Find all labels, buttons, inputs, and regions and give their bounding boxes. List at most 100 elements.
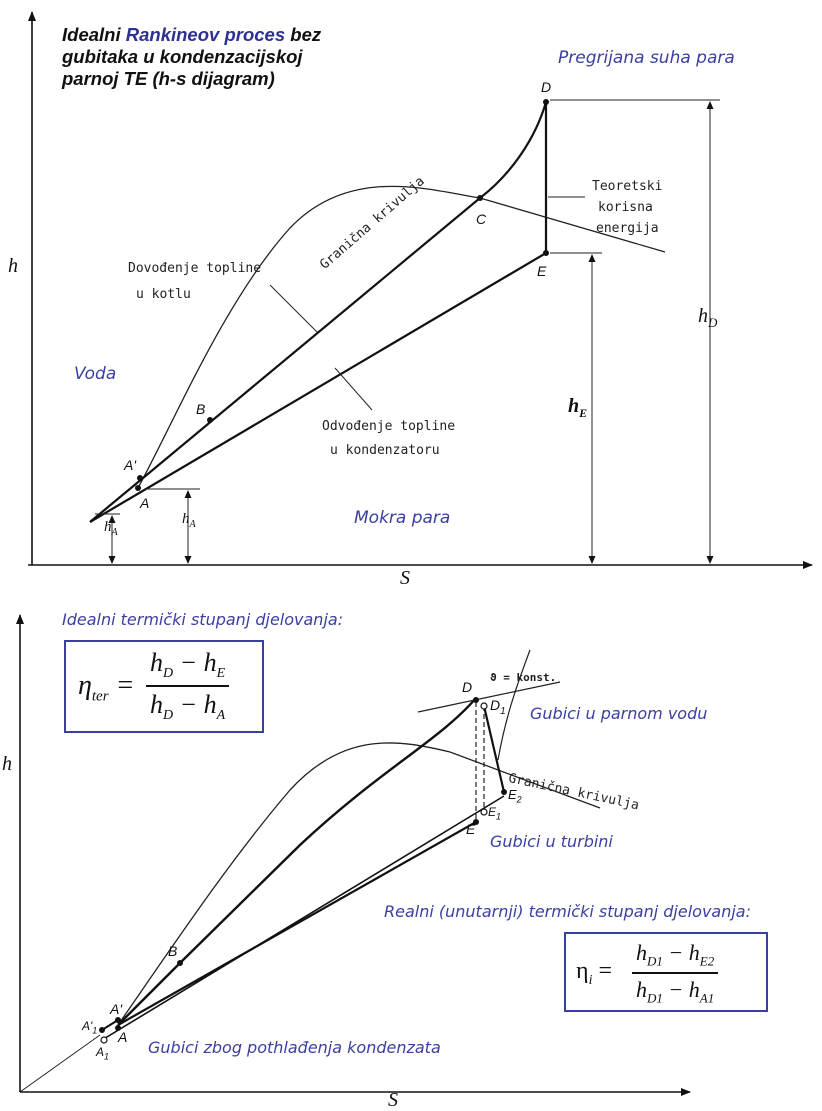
hA2-main: h bbox=[104, 519, 112, 535]
top-leader-odvodenje bbox=[334, 367, 373, 411]
top-saturation-curve bbox=[137, 185, 666, 489]
E1-main: E bbox=[488, 805, 497, 819]
top-label-E: E bbox=[537, 263, 547, 279]
bottom-expansion-real bbox=[482, 705, 506, 793]
A1b-sub: 1 bbox=[104, 1051, 110, 1062]
bottom-label-A1b: A1 bbox=[96, 1046, 109, 1061]
top-label-A: A bbox=[140, 495, 150, 511]
real-formula-box: ηi = hD1 − hE2 hD1 − hA1 bbox=[564, 932, 768, 1012]
bottom-point-A1b bbox=[100, 1036, 108, 1044]
ideal-caption: Idealni termički stupanj djelovanja: bbox=[62, 610, 344, 629]
real-den: hD1 − hA1 bbox=[636, 977, 715, 1006]
bottom-point-D1 bbox=[480, 702, 488, 710]
top-label-teoretski-3: energija bbox=[596, 221, 659, 236]
real-num-a: h bbox=[636, 940, 647, 965]
label-pregrijana: Pregrijana suha para bbox=[558, 48, 735, 68]
title-word-bez: bez bbox=[290, 24, 322, 45]
top-label-B: B bbox=[196, 401, 206, 417]
real-formula-frac: hD1 − hE2 hD1 − hA1 bbox=[632, 940, 719, 1007]
bottom-axis-s-label: S bbox=[388, 1089, 398, 1111]
hD-main: h bbox=[698, 305, 708, 327]
label-voda: Voda bbox=[74, 364, 117, 384]
bottom-label-E2: E2 bbox=[508, 788, 522, 805]
bottom-isotherm-line bbox=[497, 649, 531, 761]
label-mokra-para: Mokra para bbox=[354, 508, 451, 528]
top-diagram bbox=[28, 11, 813, 569]
real-den-b: h bbox=[688, 977, 700, 1003]
bottom-point-A1s bbox=[99, 1027, 105, 1033]
top-axis-h-label: h bbox=[8, 255, 18, 277]
A1s-main: A' bbox=[82, 1019, 93, 1033]
ideal-formula-box: ηter = hD − hE hD − hA bbox=[64, 640, 264, 733]
bottom-label-E1: E1 bbox=[488, 806, 501, 821]
bottom-point-E1 bbox=[480, 808, 488, 816]
ideal-num-a-sub: D bbox=[163, 666, 174, 682]
D1-main: D bbox=[490, 697, 501, 713]
bottom-pothl-segment bbox=[101, 1019, 119, 1031]
bottom-label-D: D bbox=[462, 679, 473, 695]
bottom-label-A: A bbox=[118, 1029, 128, 1045]
real-den-a-sub: D1 bbox=[647, 990, 663, 1006]
bottom-point-D bbox=[473, 697, 479, 703]
top-point-E bbox=[543, 250, 549, 256]
real-num: hD1 − hE2 bbox=[636, 940, 715, 969]
bottom-point-E bbox=[473, 819, 479, 825]
real-frac-bar bbox=[632, 972, 719, 975]
bottom-point-B bbox=[177, 960, 183, 966]
ideal-den-b: h bbox=[203, 690, 217, 720]
eta-i: η bbox=[576, 958, 589, 984]
ideal-den-a-sub: D bbox=[163, 708, 174, 724]
bottom-label-konst: ϑ = konst. bbox=[490, 671, 557, 684]
top-dim-hA2-label: hA bbox=[104, 520, 118, 538]
real-num-b-sub: E2 bbox=[699, 953, 715, 969]
top-leader-dovodenje bbox=[269, 284, 319, 334]
top-label-dovodenje-2: u kotlu bbox=[136, 287, 191, 302]
ideal-num-a: h bbox=[150, 648, 163, 677]
top-condenser-line bbox=[89, 252, 547, 523]
real-num-a-sub: D1 bbox=[647, 953, 663, 969]
eta-i-sub: i bbox=[588, 972, 593, 988]
real-den-a: h bbox=[636, 977, 647, 1003]
title-word-rankineov: Rankineov proces bbox=[125, 24, 286, 45]
top-label-teoretski-2: korisna bbox=[598, 200, 653, 215]
E1-sub: 1 bbox=[496, 811, 502, 822]
top-label-A1: A' bbox=[124, 457, 137, 473]
bottom-saturation-curve bbox=[117, 742, 601, 1026]
real-num-b: h bbox=[688, 940, 700, 965]
bottom-condenser-line bbox=[117, 821, 477, 1026]
top-point-C bbox=[477, 195, 483, 201]
bottom-diagonal-line bbox=[19, 1034, 101, 1093]
hE-sub: E bbox=[579, 406, 588, 420]
top-point-B bbox=[207, 417, 213, 423]
top-heat-supply-line bbox=[89, 197, 481, 523]
bottom-label-A1s: A'1 bbox=[82, 1020, 97, 1035]
ideal-num: hD − hE bbox=[150, 648, 226, 682]
real-formula-lhs: ηi = bbox=[576, 958, 612, 988]
ideal-formula-lhs: ηter = bbox=[78, 670, 135, 705]
hA-main: h bbox=[182, 511, 190, 527]
ideal-den-b-sub: A bbox=[216, 708, 226, 724]
bottom-label-E: E bbox=[466, 821, 476, 837]
top-point-A bbox=[135, 485, 141, 491]
label-gubici-pothl: Gubici zbog pothlađenja kondenzata bbox=[148, 1038, 441, 1057]
hA-sub: A bbox=[189, 519, 196, 530]
D1-sub: 1 bbox=[500, 705, 506, 717]
E2-main: E bbox=[508, 787, 517, 802]
top-axis-s-label: S bbox=[400, 567, 410, 589]
top-label-C: C bbox=[476, 211, 487, 227]
top-label-D: D bbox=[541, 79, 552, 95]
title-line-3: parnoj TE (h-s dijagram) bbox=[62, 68, 275, 89]
hA2-sub: A bbox=[111, 527, 118, 538]
bottom-isotherm-short bbox=[417, 681, 561, 713]
bottom-label-B: B bbox=[168, 943, 178, 959]
real-caption: Realni (unutarnji) termički stupanj djel… bbox=[384, 902, 751, 921]
top-superheat-line bbox=[479, 101, 548, 199]
bottom-diagram bbox=[16, 614, 691, 1096]
bottom-point-E2 bbox=[501, 789, 507, 795]
top-label-dovodenje-1: Dovođenje topline bbox=[128, 261, 262, 276]
bottom-superheat-line bbox=[117, 697, 477, 1026]
ideal-den-a: h bbox=[150, 690, 163, 720]
A1s-sub: 1 bbox=[92, 1025, 98, 1036]
top-title: Idealni Rankineov proces bez gubitaka u … bbox=[62, 24, 402, 90]
